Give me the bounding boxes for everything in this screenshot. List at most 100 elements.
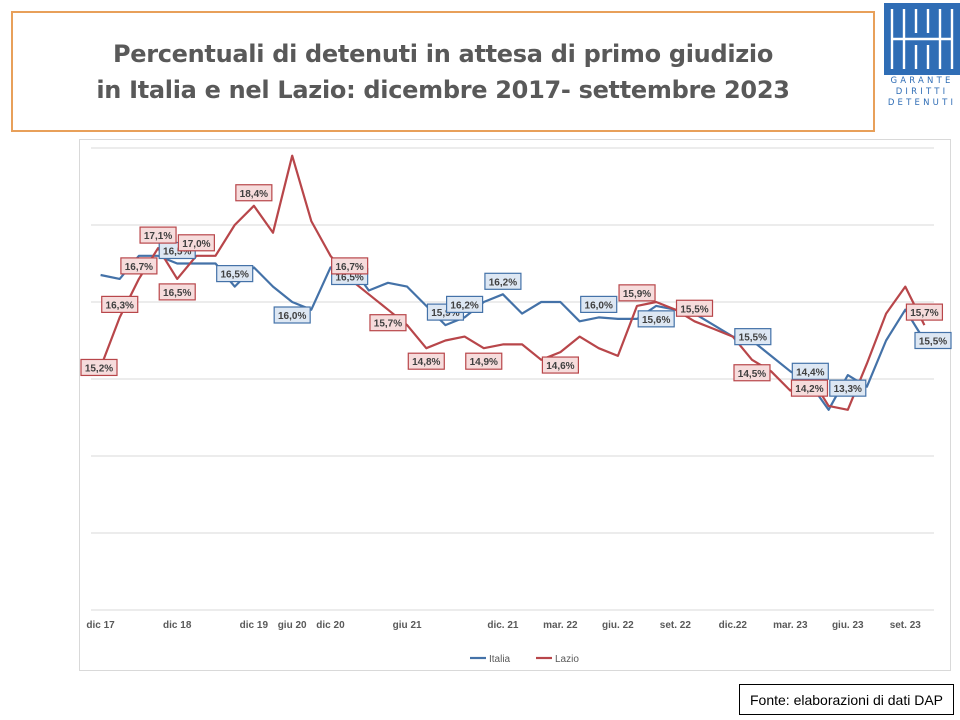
chart-title-line-2: in Italia e nel Lazio: dicembre 2017- se…: [96, 75, 790, 104]
data-label-italia: 14,4%: [791, 362, 829, 380]
data-label-text: 14,9%: [470, 357, 498, 368]
data-label-box: [465, 352, 503, 370]
data-label-text: 15,5%: [680, 304, 708, 315]
data-label-box: [80, 358, 118, 377]
title-box: Percentuali di detenuti in attesa di pri…: [11, 11, 875, 132]
data-label-text: 15,9%: [431, 308, 459, 319]
data-label-box: [177, 234, 215, 252]
data-label-lazio: 18,4%: [235, 184, 273, 202]
line-chart: dic 17 dic 18 dic 19 giu 20 dic 20 giu 21 dic.…: [80, 147, 952, 665]
data-label-italia: 13,3%: [829, 379, 867, 397]
data-label-italia: 16,0%: [580, 295, 618, 313]
source-note: Fonte: elaborazioni di dati DAP: [739, 684, 954, 715]
data-label-text: 16,0%: [585, 300, 613, 311]
data-label-box: [790, 379, 829, 397]
data-label-text: 18,4%: [240, 189, 268, 200]
x-tick-label: set. 22: [660, 620, 692, 631]
data-label-text: 15,7%: [910, 308, 938, 319]
data-label-lazio: 14,8%: [407, 352, 445, 370]
data-label-lazio: 14,9%: [465, 352, 503, 370]
data-label-box: [675, 299, 714, 317]
x-tick-label: dic.22: [719, 620, 748, 631]
data-label-text: 15,6%: [642, 315, 670, 326]
x-tick-label: giu 21: [393, 620, 422, 631]
x-tick-label: dic 19: [240, 620, 269, 631]
data-label-italia: 15,6%: [637, 310, 675, 328]
data-label-text: 15,5%: [919, 337, 947, 348]
data-label-box: [216, 264, 254, 283]
data-label-lazio: 17,1%: [139, 226, 177, 244]
x-tick-label: dic 18: [163, 620, 192, 631]
x-tick-label: set. 23: [890, 620, 922, 631]
data-label-lazio: 15,2%: [80, 358, 118, 377]
garante-logo-icon: [884, 3, 960, 75]
data-label-box: [905, 303, 944, 321]
data-label-text: 17,1%: [144, 231, 172, 242]
data-label-lazio: 17,0%: [177, 234, 215, 252]
data-label-box: [158, 283, 196, 301]
data-label-lazio: 14,2%: [790, 379, 829, 397]
data-label-box: [407, 352, 445, 370]
data-label-lazio: 14,5%: [733, 364, 771, 382]
garante-logo: GARANTE DIRITTI DETENUTI: [884, 3, 960, 109]
x-tick-label: giu. 23: [832, 620, 864, 631]
chart-title-line-1: Percentuali di detenuti in attesa di pri…: [112, 39, 774, 68]
data-label-box: [580, 295, 618, 313]
data-label-text: 14,8%: [412, 357, 440, 368]
logo-text-line-2: DIRITTI: [895, 87, 949, 97]
x-tick-label: dic. 21: [487, 620, 519, 631]
x-tick-label: dic 17: [86, 620, 115, 631]
data-label-lazio: 16,3%: [101, 295, 139, 313]
x-tick-label: dic 20: [316, 620, 345, 631]
logo-text-line-3: DETENUTI: [887, 98, 957, 108]
data-label-italia: 16,2%: [446, 295, 484, 313]
data-label-lazio: 16,5%: [158, 283, 196, 301]
data-label-text: 16,5%: [335, 273, 363, 284]
data-label-box: [829, 379, 867, 397]
data-label-text: 16,5%: [221, 270, 249, 281]
data-label-italia: 16,2%: [484, 272, 522, 290]
data-label-text: 14,6%: [546, 361, 574, 372]
data-label-box: [120, 257, 158, 275]
data-label-text: 17,0%: [182, 239, 210, 250]
legend-label-italia: Italia: [489, 654, 511, 665]
data-label-box: [446, 295, 484, 313]
data-label-box: [914, 331, 952, 350]
data-label-box: [734, 328, 772, 346]
x-tick-label: mar. 22: [543, 620, 578, 631]
legend-label-lazio: Lazio: [555, 654, 579, 665]
data-label-lazio: 15,5%: [675, 299, 714, 317]
data-label-box: [484, 272, 522, 290]
data-label-text: 14,2%: [795, 384, 823, 395]
data-label-box: [791, 362, 829, 380]
data-label-box: [139, 226, 177, 244]
series-line-lazio: [99, 154, 926, 411]
data-label-text: 16,7%: [335, 262, 363, 273]
data-label-text: 16,2%: [489, 277, 517, 288]
data-label-text: 15,5%: [739, 333, 767, 344]
data-label-box: [331, 257, 369, 275]
data-label-lazio: 16,7%: [331, 257, 369, 275]
x-tick-label: giu. 22: [602, 620, 634, 631]
data-label-text: 15,9%: [623, 289, 651, 300]
data-label-text: 14,5%: [738, 369, 766, 380]
data-label-lazio: 15,7%: [905, 303, 944, 321]
data-label-box: [541, 356, 579, 374]
x-tick-label: giu 20: [278, 620, 307, 631]
chart-area: dic 17 dic 18 dic 19 giu 20 dic 20 giu 21 dic.…: [79, 139, 952, 671]
data-label-box: [618, 284, 656, 302]
data-label-box: [101, 295, 139, 313]
data-label-lazio: 15,7%: [369, 314, 407, 332]
series-line-italia: [100, 254, 926, 411]
data-label-lazio: 15,9%: [618, 284, 656, 302]
data-label-lazio: 16,7%: [120, 257, 158, 275]
data-label-box: [235, 184, 273, 202]
logo-text-line-1: GARANTE: [890, 76, 954, 86]
data-label-box: [733, 364, 771, 382]
data-label-text: 16,0%: [278, 311, 306, 322]
data-label-text: 16,5%: [163, 247, 191, 258]
data-label-text: 15,7%: [374, 319, 402, 330]
data-label-text: 15,2%: [85, 363, 113, 374]
x-tick-label: mar. 23: [773, 620, 808, 631]
data-label-box: [637, 310, 675, 328]
